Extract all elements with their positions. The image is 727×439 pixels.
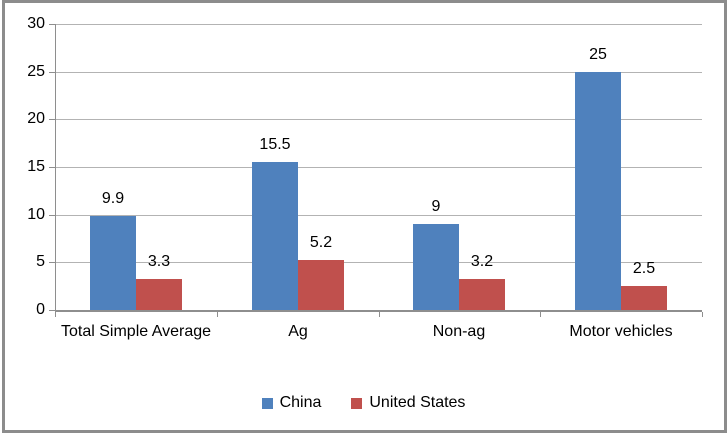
gridline xyxy=(55,215,702,216)
data-label: 5.2 xyxy=(309,234,333,251)
legend: China United States xyxy=(0,392,727,414)
bar-united-states-0 xyxy=(136,279,182,310)
gridline xyxy=(55,24,702,25)
x-axis-category-label: Non-ag xyxy=(432,323,486,340)
y-axis-tick xyxy=(49,119,55,120)
y-axis-tick-label: 15 xyxy=(27,158,45,175)
y-axis-tick xyxy=(49,215,55,216)
x-axis-tick xyxy=(379,312,380,317)
bar-china-3 xyxy=(575,72,621,310)
bar-united-states-1 xyxy=(298,260,344,310)
x-axis-tick xyxy=(702,312,703,317)
x-axis-line xyxy=(55,310,702,312)
legend-item-united-states: United States xyxy=(351,394,465,412)
y-axis-tick-label: 0 xyxy=(36,301,45,318)
y-axis-tick-label: 25 xyxy=(27,63,45,80)
y-axis-tick-label: 30 xyxy=(27,15,45,32)
bar-china-1 xyxy=(252,162,298,310)
bar-china-0 xyxy=(90,216,136,310)
gridline xyxy=(55,72,702,73)
legend-label-china: China xyxy=(279,394,322,411)
bar-united-states-3 xyxy=(621,286,667,310)
data-label: 9.9 xyxy=(101,190,125,207)
x-axis-tick xyxy=(217,312,218,317)
gridline xyxy=(55,167,702,168)
data-label: 25 xyxy=(589,46,607,63)
data-label: 2.5 xyxy=(632,260,656,277)
legend-label-united-states: United States xyxy=(369,394,466,411)
x-axis-category-label: Total Simple Average xyxy=(61,323,212,340)
united-states-series-swatch-icon xyxy=(351,397,363,409)
y-axis-tick-label: 5 xyxy=(36,253,45,270)
y-axis-tick-label: 20 xyxy=(27,110,45,127)
data-label: 9 xyxy=(431,198,441,215)
data-label: 3.2 xyxy=(470,253,494,270)
x-axis-category-label: Ag xyxy=(288,323,308,340)
data-label: 3.3 xyxy=(147,253,171,270)
bar-china-2 xyxy=(413,224,459,310)
x-axis-tick xyxy=(540,312,541,317)
y-axis-tick xyxy=(49,262,55,263)
y-axis-tick xyxy=(49,72,55,73)
y-axis-tick xyxy=(49,310,55,311)
y-axis-tick xyxy=(49,24,55,25)
bar-united-states-2 xyxy=(459,279,505,310)
y-axis-line xyxy=(55,24,56,317)
china-series-swatch-icon xyxy=(261,397,273,409)
legend-item-china: China xyxy=(261,394,322,412)
gridline xyxy=(55,262,702,263)
x-axis-category-label: Motor vehicles xyxy=(569,323,673,340)
y-axis-tick xyxy=(49,167,55,168)
gridline xyxy=(55,119,702,120)
data-label: 15.5 xyxy=(259,136,291,153)
y-axis-tick-label: 10 xyxy=(27,206,45,223)
